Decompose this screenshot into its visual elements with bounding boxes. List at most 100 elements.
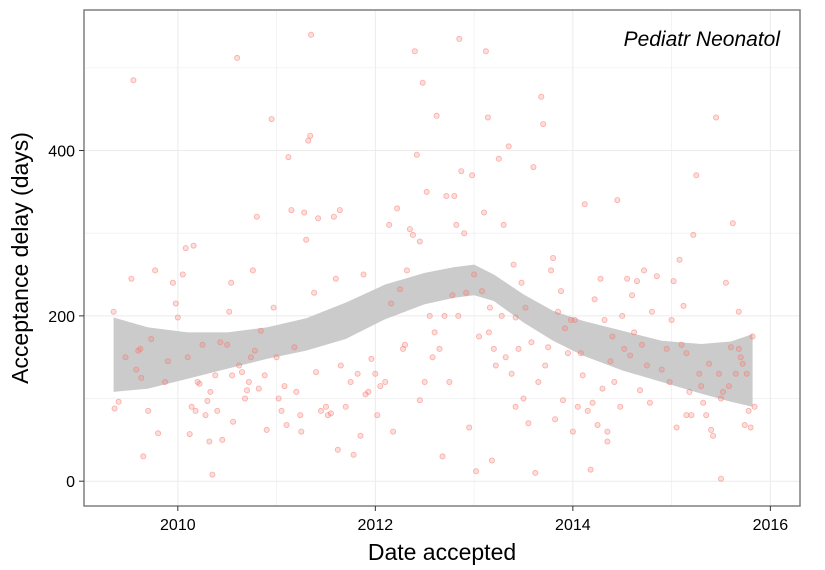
data-point — [342, 403, 349, 410]
data-point — [110, 308, 117, 315]
data-point — [199, 341, 206, 348]
data-point — [224, 341, 231, 348]
data-point — [581, 201, 588, 208]
data-point — [555, 308, 562, 315]
data-point — [492, 362, 499, 369]
data-point — [688, 412, 695, 419]
data-point — [634, 278, 641, 285]
data-point — [703, 412, 710, 419]
plot-border — [83, 9, 801, 507]
data-point — [510, 261, 517, 268]
data-point — [686, 388, 693, 395]
data-point — [374, 412, 381, 419]
data-point — [330, 213, 337, 220]
data-point — [245, 378, 252, 385]
data-point — [403, 267, 410, 274]
data-point — [241, 395, 248, 402]
data-point — [332, 275, 339, 282]
data-point — [416, 238, 423, 245]
data-point — [485, 329, 492, 336]
y-axis-ticks: 0 200 400 — [48, 144, 84, 491]
x-axis-title: Date accepted — [368, 539, 516, 565]
data-point — [268, 116, 275, 123]
data-point — [614, 197, 621, 204]
data-point — [388, 300, 395, 307]
data-point — [293, 388, 300, 395]
data-point — [453, 221, 460, 228]
data-point — [500, 221, 507, 228]
data-point — [458, 168, 465, 175]
data-point — [382, 378, 389, 385]
data-point — [698, 383, 705, 390]
data-point — [637, 387, 644, 394]
data-point — [357, 432, 364, 439]
data-point — [406, 226, 413, 233]
data-point — [446, 378, 453, 385]
data-point — [128, 275, 135, 282]
data-point — [206, 438, 213, 445]
data-point — [122, 354, 129, 361]
annotation-label: Pediatr Neonatol — [624, 28, 782, 51]
data-point — [720, 388, 727, 395]
data-point — [315, 215, 322, 222]
data-point — [574, 403, 581, 410]
data-point — [152, 267, 159, 274]
data-point — [743, 370, 750, 377]
data-point — [747, 424, 754, 431]
data-point — [196, 380, 203, 387]
data-point — [469, 172, 476, 179]
data-point — [275, 395, 282, 402]
data-point — [451, 192, 458, 199]
data-point — [436, 345, 443, 352]
confidence-band — [113, 264, 753, 407]
data-point — [311, 289, 318, 296]
data-point — [741, 421, 748, 428]
data-point — [291, 344, 298, 351]
data-point — [401, 341, 408, 348]
data-point — [745, 407, 752, 414]
data-point — [607, 358, 614, 365]
data-point — [735, 345, 742, 352]
y-axis-title: Acceptance delay (days) — [7, 132, 33, 384]
data-point — [542, 362, 549, 369]
data-point — [617, 403, 624, 410]
data-point — [217, 339, 224, 346]
x-tick-label: 2012 — [358, 517, 394, 534]
data-point — [416, 397, 423, 404]
data-point — [627, 352, 634, 359]
data-point — [255, 385, 262, 392]
data-point — [751, 403, 758, 410]
data-point — [313, 369, 320, 376]
data-point — [522, 304, 529, 311]
data-point — [732, 370, 739, 377]
data-point — [713, 114, 720, 121]
data-point — [188, 403, 195, 410]
data-point — [680, 302, 687, 309]
data-point — [301, 209, 308, 216]
data-point — [336, 207, 343, 214]
y-tick-label: 200 — [48, 309, 75, 326]
data-point — [571, 316, 578, 323]
data-point — [273, 354, 280, 361]
data-point — [729, 220, 736, 227]
data-point — [155, 430, 162, 437]
data-point — [545, 344, 552, 351]
data-point — [219, 436, 226, 443]
data-point — [696, 370, 703, 377]
data-point — [562, 325, 569, 332]
data-point — [466, 424, 473, 431]
data-point — [186, 431, 193, 438]
data-point — [631, 329, 638, 336]
data-point — [190, 242, 197, 249]
data-point — [411, 48, 418, 55]
grid-lines — [84, 10, 800, 506]
data-point — [322, 403, 329, 410]
data-point — [324, 412, 331, 419]
data-point — [207, 388, 214, 395]
data-point — [372, 370, 379, 377]
data-point — [413, 151, 420, 158]
data-point — [423, 188, 430, 195]
data-point — [484, 114, 491, 121]
data-point — [540, 121, 547, 128]
